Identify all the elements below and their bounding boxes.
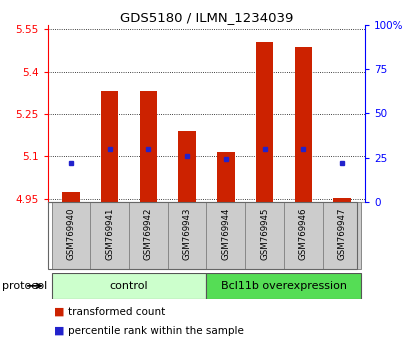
Text: GSM769945: GSM769945: [260, 207, 269, 260]
Bar: [62, 192, 80, 202]
Bar: [90, 202, 129, 269]
Bar: [168, 202, 207, 269]
Text: protocol: protocol: [2, 281, 47, 291]
Text: GSM769941: GSM769941: [105, 207, 114, 260]
Text: GSM769940: GSM769940: [66, 207, 76, 260]
Title: GDS5180 / ILMN_1234039: GDS5180 / ILMN_1234039: [120, 11, 293, 24]
Bar: [101, 91, 118, 202]
Bar: [217, 152, 234, 202]
Bar: [140, 91, 157, 202]
Bar: [178, 131, 196, 202]
Bar: [207, 202, 245, 269]
Bar: [207, 273, 361, 299]
Bar: [322, 202, 361, 269]
Bar: [245, 202, 284, 269]
Text: ■: ■: [54, 326, 64, 336]
Text: Bcl11b overexpression: Bcl11b overexpression: [221, 281, 347, 291]
Bar: [51, 202, 90, 269]
Bar: [295, 47, 312, 202]
Bar: [256, 42, 273, 202]
Text: transformed count: transformed count: [68, 307, 166, 316]
Bar: [51, 273, 207, 299]
Text: GSM769946: GSM769946: [299, 207, 308, 260]
Text: GSM769943: GSM769943: [183, 207, 192, 260]
Text: ■: ■: [54, 307, 64, 316]
Bar: [129, 202, 168, 269]
Text: percentile rank within the sample: percentile rank within the sample: [68, 326, 244, 336]
Bar: [333, 198, 351, 202]
Text: GSM769947: GSM769947: [337, 207, 347, 260]
Text: GSM769942: GSM769942: [144, 207, 153, 260]
Text: control: control: [110, 281, 148, 291]
Text: GSM769944: GSM769944: [221, 207, 230, 260]
Bar: [284, 202, 322, 269]
